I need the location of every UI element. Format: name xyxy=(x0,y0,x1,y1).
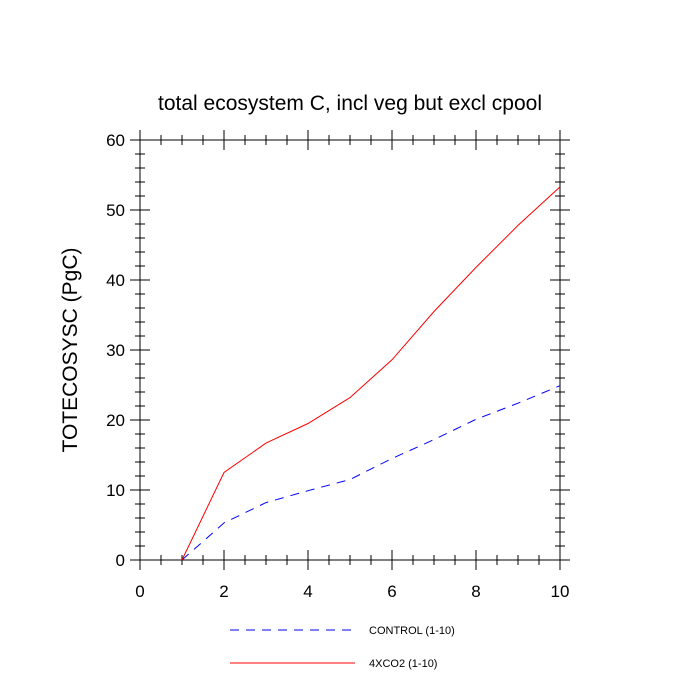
legend-label: CONTROL (1-10) xyxy=(369,625,455,637)
series-line-1 xyxy=(181,186,561,561)
legend: CONTROL (1-10) 4XCO2 (1-10) xyxy=(230,625,455,670)
y-tick-label: 20 xyxy=(106,411,125,430)
x-tick-label: 0 xyxy=(135,582,144,601)
x-tick-labels: 0 2 4 6 8 10 xyxy=(135,582,569,601)
x-tick-label: 2 xyxy=(219,582,228,601)
y-axis-label: TOTECOSYSC (PgC) xyxy=(59,248,82,453)
x-tick-label: 4 xyxy=(303,582,312,601)
y-tick-label: 30 xyxy=(106,341,125,360)
chart-title: total ecosystem C, incl veg but excl cpo… xyxy=(158,92,542,115)
x-tick-label: 10 xyxy=(551,582,570,601)
x-tick-label: 6 xyxy=(387,582,396,601)
series-line-0 xyxy=(181,385,561,561)
x-tick-label: 8 xyxy=(471,582,480,601)
y-tick-labels: 0 10 20 30 40 50 60 xyxy=(106,131,125,570)
y-tick-label: 60 xyxy=(106,131,125,150)
y-tick-label: 0 xyxy=(116,551,125,570)
series-lines xyxy=(181,186,561,561)
y-tick-label: 10 xyxy=(106,481,125,500)
axis-ticks xyxy=(130,130,570,570)
legend-label: 4XCO2 (1-10) xyxy=(369,658,437,670)
y-tick-label: 50 xyxy=(106,201,125,220)
plot-frame xyxy=(139,139,561,561)
y-tick-label: 40 xyxy=(106,271,125,290)
